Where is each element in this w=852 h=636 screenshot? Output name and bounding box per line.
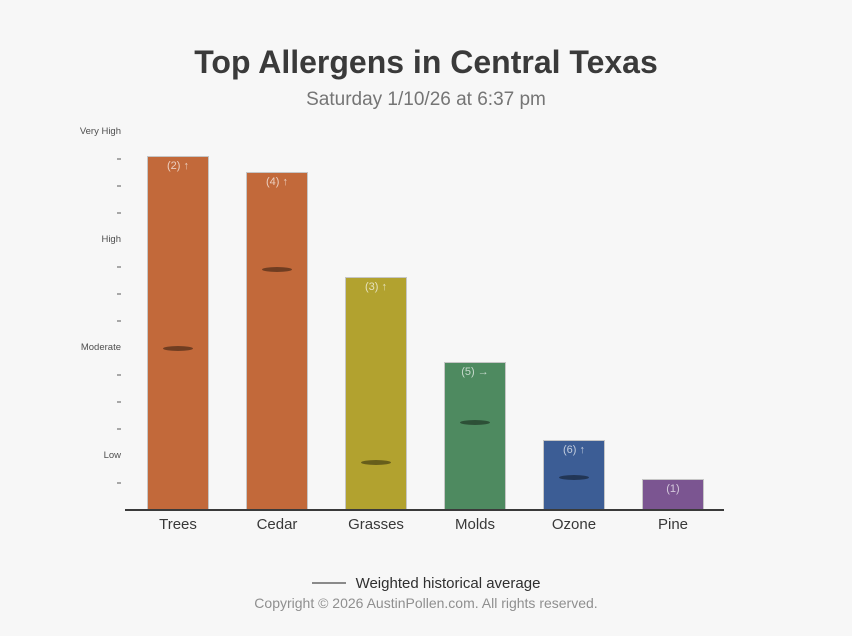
x-axis-label-molds: Molds xyxy=(454,516,495,533)
bar-cedar: (4) ↑ xyxy=(246,171,308,510)
y-axis-minor-tick xyxy=(117,320,121,322)
y-axis-label-very-high: Very High xyxy=(79,126,121,137)
copyright-text: Copyright © 2026 AustinPollen.com. All r… xyxy=(254,595,598,611)
x-axis-label-ozone: Ozone xyxy=(551,516,597,533)
historical-average-marker-ozone xyxy=(559,475,589,481)
x-axis-label-cedar: Cedar xyxy=(256,516,298,533)
historical-average-marker-trees xyxy=(163,345,193,351)
y-axis-minor-tick xyxy=(117,401,121,403)
bar-trees: (2) ↑ xyxy=(147,155,209,510)
chart-subtitle: Saturday 1/10/26 at 6:37 pm xyxy=(306,89,546,110)
bar-ozone: (6) ↑ xyxy=(543,439,605,510)
bar-rank-label-cedar: (4) ↑ xyxy=(266,175,288,188)
y-axis-label-moderate: Moderate xyxy=(80,342,121,353)
bar-rank-label-ozone: (6) ↑ xyxy=(563,443,585,456)
bar-rank-label-grasses: (3) ↑ xyxy=(365,280,387,293)
historical-average-marker-cedar xyxy=(262,266,292,272)
y-axis-minor-tick xyxy=(117,266,121,268)
y-axis-minor-tick xyxy=(117,158,121,160)
bar-rank-label-trees: (2) ↑ xyxy=(167,159,189,172)
y-axis-minor-tick xyxy=(117,482,121,484)
y-axis-minor-tick xyxy=(117,212,121,214)
y-axis-label-low: Low xyxy=(103,450,121,461)
x-axis-label-grasses: Grasses xyxy=(348,516,404,533)
y-axis-minor-tick xyxy=(117,293,121,295)
x-axis-label-pine: Pine xyxy=(657,516,689,533)
x-axis-label-trees: Trees xyxy=(159,516,197,533)
historical-average-marker-grasses xyxy=(361,459,391,465)
chart-title: Top Allergens in Central Texas xyxy=(194,44,658,80)
bar-molds: (5) → xyxy=(444,362,506,510)
y-axis-minor-tick xyxy=(117,185,121,187)
bar-pine: (1) xyxy=(642,478,704,510)
legend: Weighted historical average xyxy=(0,575,852,592)
y-axis-label-high: High xyxy=(101,234,121,245)
bar-rank-label-molds: (5) → xyxy=(461,366,489,379)
y-axis-minor-tick xyxy=(117,374,121,376)
historical-average-marker-molds xyxy=(460,420,490,426)
y-axis-minor-tick xyxy=(117,428,121,430)
x-axis-line xyxy=(125,509,724,511)
bar-grasses: (3) ↑ xyxy=(345,276,407,510)
bar-rank-label-pine: (1) xyxy=(666,482,680,495)
legend-line-swatch xyxy=(311,581,346,584)
legend-label: Weighted historical average xyxy=(355,575,541,592)
